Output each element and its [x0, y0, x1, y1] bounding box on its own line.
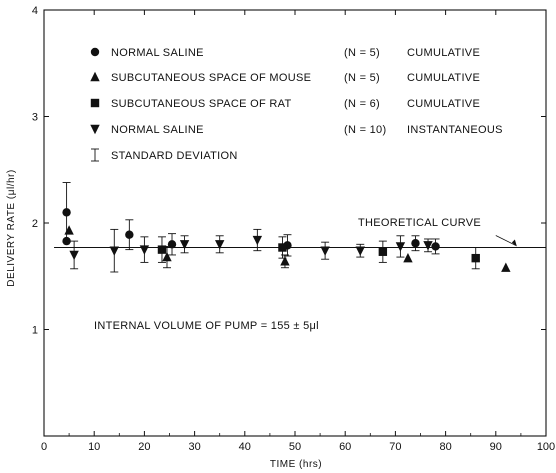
legend-marker-triangle-down [90, 124, 100, 135]
legend-item: STANDARD DEVIATION [91, 148, 238, 162]
data-point-square [378, 247, 388, 256]
data-point-triangle-down [179, 240, 190, 250]
x-axis-label: TIME (hrs) [270, 459, 322, 470]
y-tick-label: 3 [32, 112, 38, 124]
x-tick-label: 60 [339, 441, 351, 453]
y-tick-label: 1 [32, 325, 38, 337]
legend-mode: CUMULATIVE [407, 47, 480, 59]
x-tick-label: 0 [41, 441, 47, 453]
legend-n: (N = 5) [344, 72, 380, 84]
x-tick-label: 20 [138, 441, 150, 453]
data-point-square [278, 243, 287, 252]
legend-label: SUBCUTANEOUS SPACE OF RAT [111, 98, 291, 110]
data-point-triangle-down [139, 245, 150, 255]
data-point-triangle-down [423, 241, 433, 251]
data-point-square [157, 245, 167, 254]
x-tick-label: 90 [490, 441, 502, 453]
legend-mode: CUMULATIVE [407, 98, 480, 110]
data-point-triangle-down [215, 240, 225, 250]
annotations: THEORETICAL CURVE INTERNAL VOLUME OF PUM… [94, 217, 481, 332]
legend-mode: INSTANTANEOUS [407, 124, 503, 136]
pump-volume-annotation: INTERNAL VOLUME OF PUMP = 155 ± 5μl [94, 320, 319, 332]
data-point-circle [431, 242, 440, 251]
y-axis-label: DELIVERY RATE (μl/hr) [6, 169, 17, 286]
x-tick-label: 70 [389, 441, 401, 453]
data-point-triangle-down [320, 246, 330, 256]
x-tick-label: 40 [239, 441, 251, 453]
x-tick-label: 30 [188, 441, 200, 453]
legend-item: SUBCUTANEOUS SPACE OF RAT (N = 6) CUMULATI… [90, 98, 480, 110]
legend-item: NORMAL SALINE (N = 5) CUMULATIVE [90, 47, 480, 59]
x-tick-label: 80 [439, 441, 451, 453]
data-point-circle [167, 240, 177, 249]
legend-n: (N = 6) [344, 98, 380, 110]
x-tick-label: 50 [289, 441, 301, 453]
data-marks [54, 182, 546, 273]
data-point-triangle-down [69, 250, 79, 261]
data-point-square [471, 253, 480, 263]
theoretical-curve-arrowhead [511, 239, 517, 247]
data-point-triangle-up [403, 252, 413, 263]
legend-mode: CUMULATIVE [407, 72, 480, 84]
theoretical-curve-pointer [495, 235, 517, 246]
data-point-triangle-up [64, 225, 74, 235]
y-tick-label: 4 [32, 5, 38, 17]
data-point-circle [125, 230, 134, 239]
data-point-triangle-down [109, 246, 119, 256]
theoretical-curve-label: THEORETICAL CURVE [358, 217, 481, 229]
data-point-circle [62, 236, 71, 246]
x-tick-label: 10 [88, 441, 100, 453]
legend-n: (N = 10) [344, 124, 386, 136]
legend-label: NORMAL SALINE [111, 47, 204, 59]
plot-axes: 0 10 20 30 40 50 60 70 80 90 100 1 2 3 4 [32, 5, 555, 453]
legend-label: STANDARD DEVIATION [111, 150, 238, 162]
data-point-triangle-up [280, 256, 290, 266]
data-point-triangle-down [252, 235, 263, 246]
legend-item: NORMAL SALINE (N = 10) INSTANTANEOUS [90, 124, 502, 136]
legend-label: SUBCUTANEOUS SPACE OF MOUSE [111, 72, 311, 84]
y-tick-label: 2 [32, 218, 38, 230]
data-point-triangle-down [355, 246, 365, 256]
legend-marker-circle [90, 47, 100, 57]
legend-item: SUBCUTANEOUS SPACE OF MOUSE (N = 5) CUMULA… [90, 71, 480, 84]
legend-label: NORMAL SALINE [111, 124, 204, 136]
legend-n: (N = 5) [344, 47, 380, 59]
legend: NORMAL SALINE (N = 5) CUMULATIVESUBCUTANEO… [90, 47, 502, 162]
legend-marker-triangle-up [90, 71, 100, 82]
data-point-triangle-up [162, 251, 172, 262]
legend-marker-square [90, 98, 100, 108]
data-point-circle [411, 239, 420, 248]
x-tick-label: 100 [537, 441, 555, 453]
data-point-triangle-down [395, 242, 406, 252]
data-point-circle [62, 208, 71, 217]
data-point-triangle-up [501, 262, 511, 272]
